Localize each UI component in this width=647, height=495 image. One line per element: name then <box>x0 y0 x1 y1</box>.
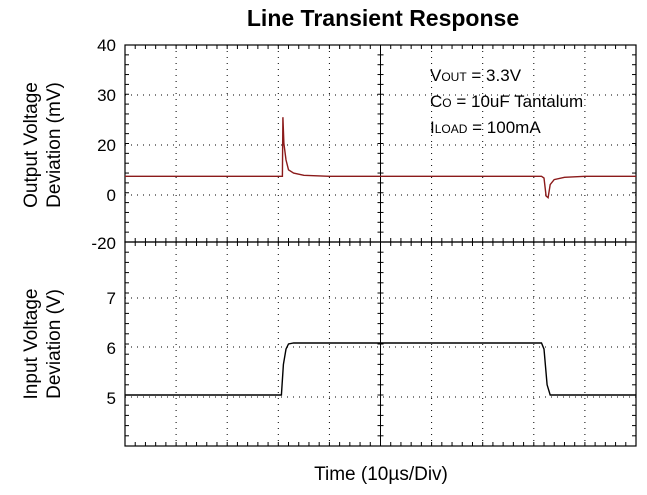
input-series-line-0 <box>125 342 636 396</box>
ytick-30: 30 <box>97 86 116 105</box>
input-grid <box>124 241 637 447</box>
annotation-vout: VOUT = 3.3V <box>430 66 522 85</box>
ytick-7: 7 <box>107 289 116 308</box>
output-series-line-0 <box>125 117 636 200</box>
x-axis-label: Time (10µs/Div) <box>314 464 448 485</box>
output-ylabel-line2: Deviation (mV) <box>44 82 65 208</box>
annotation-iload: ILOAD = 100mA <box>430 118 541 137</box>
input-ylabel-line2: Deviation (V) <box>44 289 65 399</box>
input-ylabel-line1: Input Voltage <box>21 289 42 400</box>
output-series-group <box>125 117 636 200</box>
ytick-0: 0 <box>107 186 116 205</box>
ytick-5: 5 <box>107 389 116 408</box>
annotation-co: CO = 10uF Tantalum <box>430 92 583 111</box>
ytick-minus20: -20 <box>91 234 116 253</box>
output-grid <box>124 44 637 243</box>
ytick-40: 40 <box>97 36 116 55</box>
ytick-6: 6 <box>107 339 116 358</box>
output-voltage-panel: 40 30 20 0 -20 Output Voltage Deviation … <box>21 36 637 253</box>
ytick-20: 20 <box>97 136 116 155</box>
input-series-group <box>125 342 636 396</box>
input-voltage-panel: 7 6 5 Input Voltage Deviation (V) <box>21 241 637 447</box>
output-ylabel-line1: Output Voltage <box>21 82 42 208</box>
chart-title: Line Transient Response <box>247 5 519 31</box>
